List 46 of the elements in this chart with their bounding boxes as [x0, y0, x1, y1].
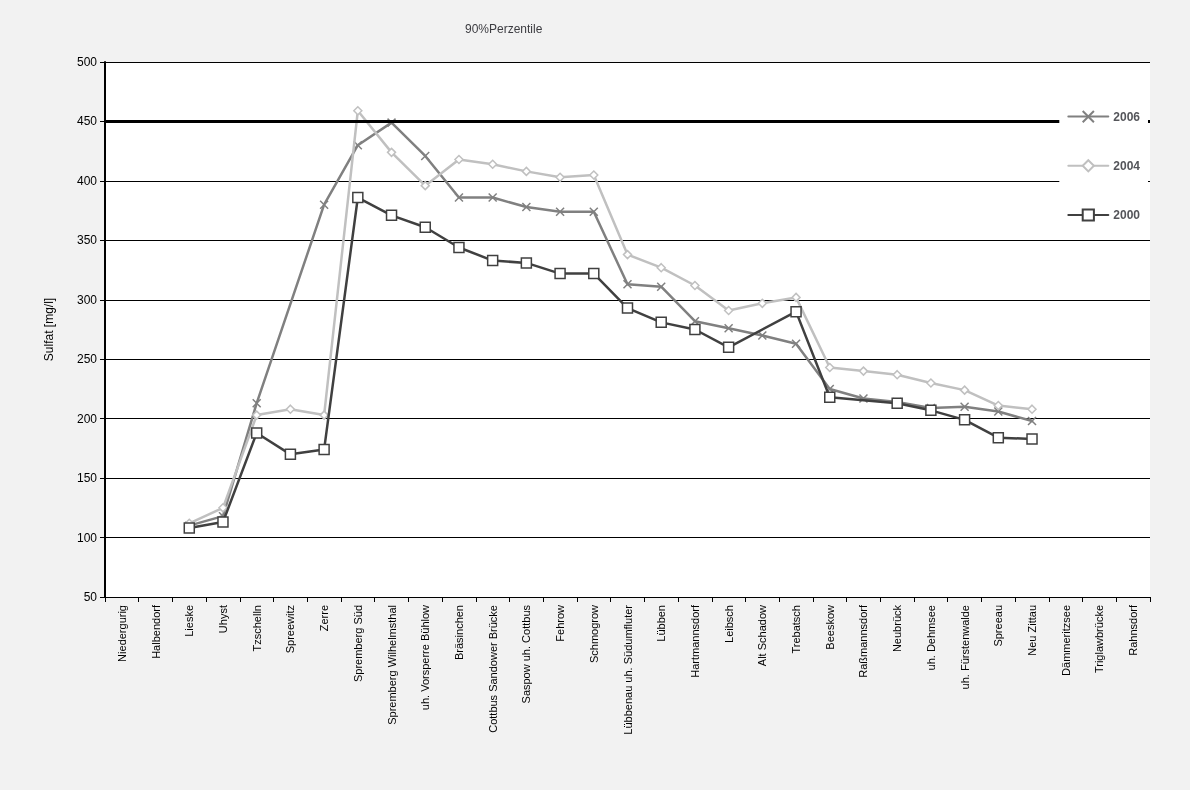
x-tick-label: Lübben — [655, 605, 668, 642]
y-tick-label: 150 — [76, 471, 98, 486]
x-tick-label: Uhyst — [216, 605, 229, 634]
x-tick-label: Spremberg Süd — [351, 605, 364, 683]
x-tick-label: uh. Vorsperre Bühlow — [419, 604, 432, 711]
y-tick-label: 200 — [76, 411, 98, 426]
legend-label: 2000 — [1113, 208, 1141, 222]
x-tick-label: Saspow uh. Cottbus — [520, 604, 533, 704]
x-tick-label: Alt Schadow — [756, 604, 769, 667]
x-tick-label: Schmogrow — [587, 604, 600, 664]
x-tick-label: Niedergurig — [115, 605, 128, 662]
y-tick-label: 350 — [76, 233, 98, 248]
y-tick-label: 400 — [76, 173, 98, 188]
x-tick-label: Halbendorf — [149, 604, 162, 659]
legend-label: 2006 — [1113, 109, 1141, 124]
x-tick-label: Spreeau — [992, 605, 1005, 647]
x-tick-label: Raßmannsdorf — [857, 604, 870, 678]
y-tick-label: 500 — [76, 55, 98, 69]
x-tick-label: Zerre — [318, 605, 331, 632]
y-axis-title: Sulfat [mg/l] — [42, 297, 56, 362]
legend-label: 2004 — [1113, 158, 1141, 173]
x-tick-label: Tzschelln — [250, 605, 263, 652]
x-tick-label: Neubrück — [891, 604, 904, 653]
x-tick-label: Triglawbrücke — [1093, 605, 1106, 674]
x-tick-label: Leibsch — [722, 605, 735, 643]
x-tick-label: uh. Dehmsee — [924, 605, 937, 671]
x-tick-label: Cottbus Sandower Brücke — [486, 605, 499, 733]
y-tick-label: 100 — [76, 530, 98, 545]
x-tick-label: Lieske — [183, 605, 196, 637]
x-tick-label: Hartmannsdorf — [688, 604, 701, 678]
chart-title: 90%Perzentile — [465, 22, 543, 36]
x-tick-label: Rahnsdorf — [1127, 604, 1140, 656]
x-tick-label: Bräsinchen — [452, 605, 465, 661]
x-tick-label: Dämmeritzsee — [1059, 605, 1072, 676]
x-tick-label: Lübbenau uh. Südumfluter — [621, 604, 634, 735]
y-tick-label: 300 — [76, 292, 98, 307]
x-tick-label: Fehrow — [554, 604, 567, 642]
y-tick-label: 450 — [76, 114, 98, 129]
y-tick-label: 50 — [83, 590, 98, 604]
x-tick-label: Neu Zittau — [1026, 605, 1039, 656]
y-tick-label: 250 — [76, 352, 98, 367]
x-tick-label: Trebatsch — [790, 605, 803, 654]
x-tick-label: Beeskow — [823, 604, 836, 650]
x-tick-label: uh. Fürstenwalde — [958, 605, 971, 690]
x-tick-label: Spremberg Wilhelmsthal — [385, 605, 398, 725]
x-tick-label: Spreewitz — [284, 605, 297, 654]
